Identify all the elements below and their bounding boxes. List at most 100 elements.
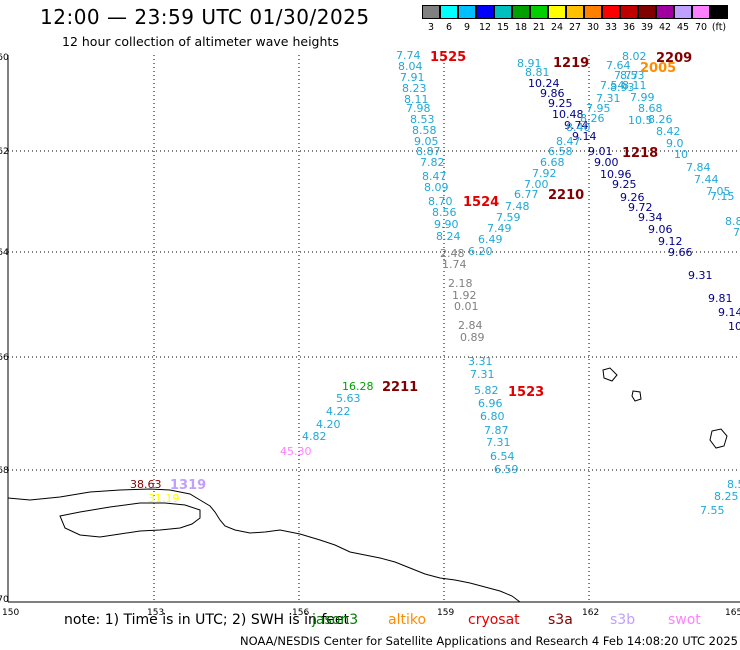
wave-height-value: 8.47 (556, 135, 581, 148)
wave-height-value: 7.81 (733, 226, 740, 239)
wave-height-value: 7.15 (710, 190, 735, 203)
legend-label: 6 (445, 22, 453, 33)
pass-time-label: 1523 (508, 385, 544, 400)
credit-footer: NOAA/NESDIS Center for Satellite Applica… (240, 634, 738, 648)
wave-height-value: 10.96 (600, 168, 632, 181)
legend-swatch (530, 5, 548, 19)
wave-height-value: 6.68 (540, 156, 565, 169)
map-frame (7, 55, 740, 603)
pass-time-label: 1525 (430, 50, 466, 65)
wave-height-value: 10 (674, 148, 688, 161)
wave-height-value: 8.68 (638, 102, 663, 115)
pass-time-label: 2210 (548, 188, 584, 203)
pass-time-label: 2209 (656, 51, 692, 66)
lon-tick-label: 165 (725, 608, 740, 618)
wave-height-value: 7.82 (420, 156, 445, 169)
legend-swatch (458, 5, 476, 19)
legend-swatch (548, 5, 566, 19)
wave-height-value: 9.66 (668, 246, 693, 259)
legend-swatch (512, 5, 530, 19)
wave-height-value: 8.53 (620, 69, 645, 82)
map-title: 12:00 — 23:59 UTC 01/30/2025 (40, 5, 370, 29)
wave-height-value: 9.90 (434, 218, 459, 231)
units-note: note: 1) Time is in UTC; 2) SWH is in fe… (64, 612, 350, 628)
pass-time-label: 1219 (553, 56, 589, 71)
legend-swatch (656, 5, 674, 19)
wave-height-value: 6.54 (490, 450, 515, 463)
legend-label: 24 (550, 22, 564, 33)
wave-height-value: 7.31 (486, 436, 511, 449)
legend-label: 70 (694, 22, 708, 33)
wave-height-value: 3.31 (468, 355, 493, 368)
wave-height-value: 9.0 (666, 137, 684, 150)
wave-height-value: 8.26 (648, 113, 673, 126)
wave-height-value: 7.31 (470, 368, 495, 381)
legend-label: 3 (427, 22, 435, 33)
lon-tick-label: 162 (582, 608, 599, 618)
legend-label: 39 (640, 22, 654, 33)
legend-label: (ft) (711, 22, 727, 33)
legend-swatch (584, 5, 602, 19)
legend-swatch (566, 5, 584, 19)
satellite-name: s3a (548, 612, 573, 628)
wave-height-value: 7.59 (496, 211, 521, 224)
legend-swatch (440, 5, 458, 19)
wave-height-value: 8.56 (432, 206, 457, 219)
wave-height-value: 8.24 (436, 230, 461, 243)
pass-time-label: 2005 (640, 61, 676, 76)
legend-swatch (602, 5, 620, 19)
wave-height-value: 9.14 (718, 306, 740, 319)
wave-height-value: 8.93 (610, 81, 635, 94)
lat-tick-label: -70 (0, 595, 9, 605)
wave-height-value: 7.31 (596, 92, 621, 105)
wave-height-value: 7.05 (706, 185, 731, 198)
wave-height-value: 9.25 (548, 97, 573, 110)
map-subtitle: 12 hour collection of altimeter wave hei… (62, 34, 339, 49)
wave-height-value: 6.58 (548, 145, 573, 158)
wave-height-value: 9.72 (628, 201, 653, 214)
wave-height-value: 8.25 (714, 490, 739, 503)
lon-tick-label: 156 (292, 608, 309, 618)
wave-height-value: 10.5 (628, 114, 653, 127)
wave-height-value: 38.63 (130, 478, 162, 491)
wave-height-value: 16.28 (342, 380, 374, 393)
graticule (8, 55, 740, 602)
satellite-name: altiko (388, 612, 427, 628)
wave-height-value: 1.92 (452, 289, 477, 302)
wave-height-value: 10.48 (552, 108, 584, 121)
wave-height-value: 7.92 (532, 167, 557, 180)
lon-tick-label: 150 (2, 608, 19, 618)
wave-height-value: 1.74 (442, 258, 467, 271)
wave-height-value: 10 (728, 320, 740, 333)
legend-swatch (710, 5, 728, 19)
wave-height-value: 7.64 (606, 59, 631, 72)
wave-height-value: 9.25 (612, 178, 637, 191)
wave-height-value: 7.54 (600, 79, 625, 92)
pass-time-label: 1218 (622, 146, 658, 161)
wave-height-value: 9.14 (572, 130, 597, 143)
wave-height-value: 7.87 (484, 424, 509, 437)
wave-height-value: 8.26 (580, 112, 605, 125)
wave-height-value: 7.49 (487, 222, 512, 235)
satellite-name: jason3 (312, 612, 359, 628)
wave-height-value: 9.26 (620, 191, 645, 204)
wave-height-value: 8.11 (404, 93, 429, 106)
wave-height-value: 6.96 (478, 397, 503, 410)
wave-height-value: 2.18 (448, 277, 473, 290)
wave-height-value: 7.84 (686, 161, 711, 174)
legend-label: 42 (658, 22, 672, 33)
legend-label: 33 (604, 22, 618, 33)
satellite-name: s3b (610, 612, 636, 628)
wave-height-value: 8.40 (566, 121, 591, 134)
lat-tick-label: -66 (0, 353, 9, 363)
wave-height-value: 6.49 (478, 233, 503, 246)
coastline (7, 367, 728, 603)
wave-height-value: 10.24 (528, 77, 560, 90)
wave-height-value: 7.98 (406, 102, 431, 115)
wave-height-value: 6.77 (514, 188, 539, 201)
lat-tick-label: -68 (0, 466, 9, 476)
lat-tick-label: -62 (0, 147, 9, 157)
satellite-name: swot (668, 612, 701, 628)
wave-height-value: 8.09 (424, 181, 449, 194)
legend-label: 12 (478, 22, 492, 33)
